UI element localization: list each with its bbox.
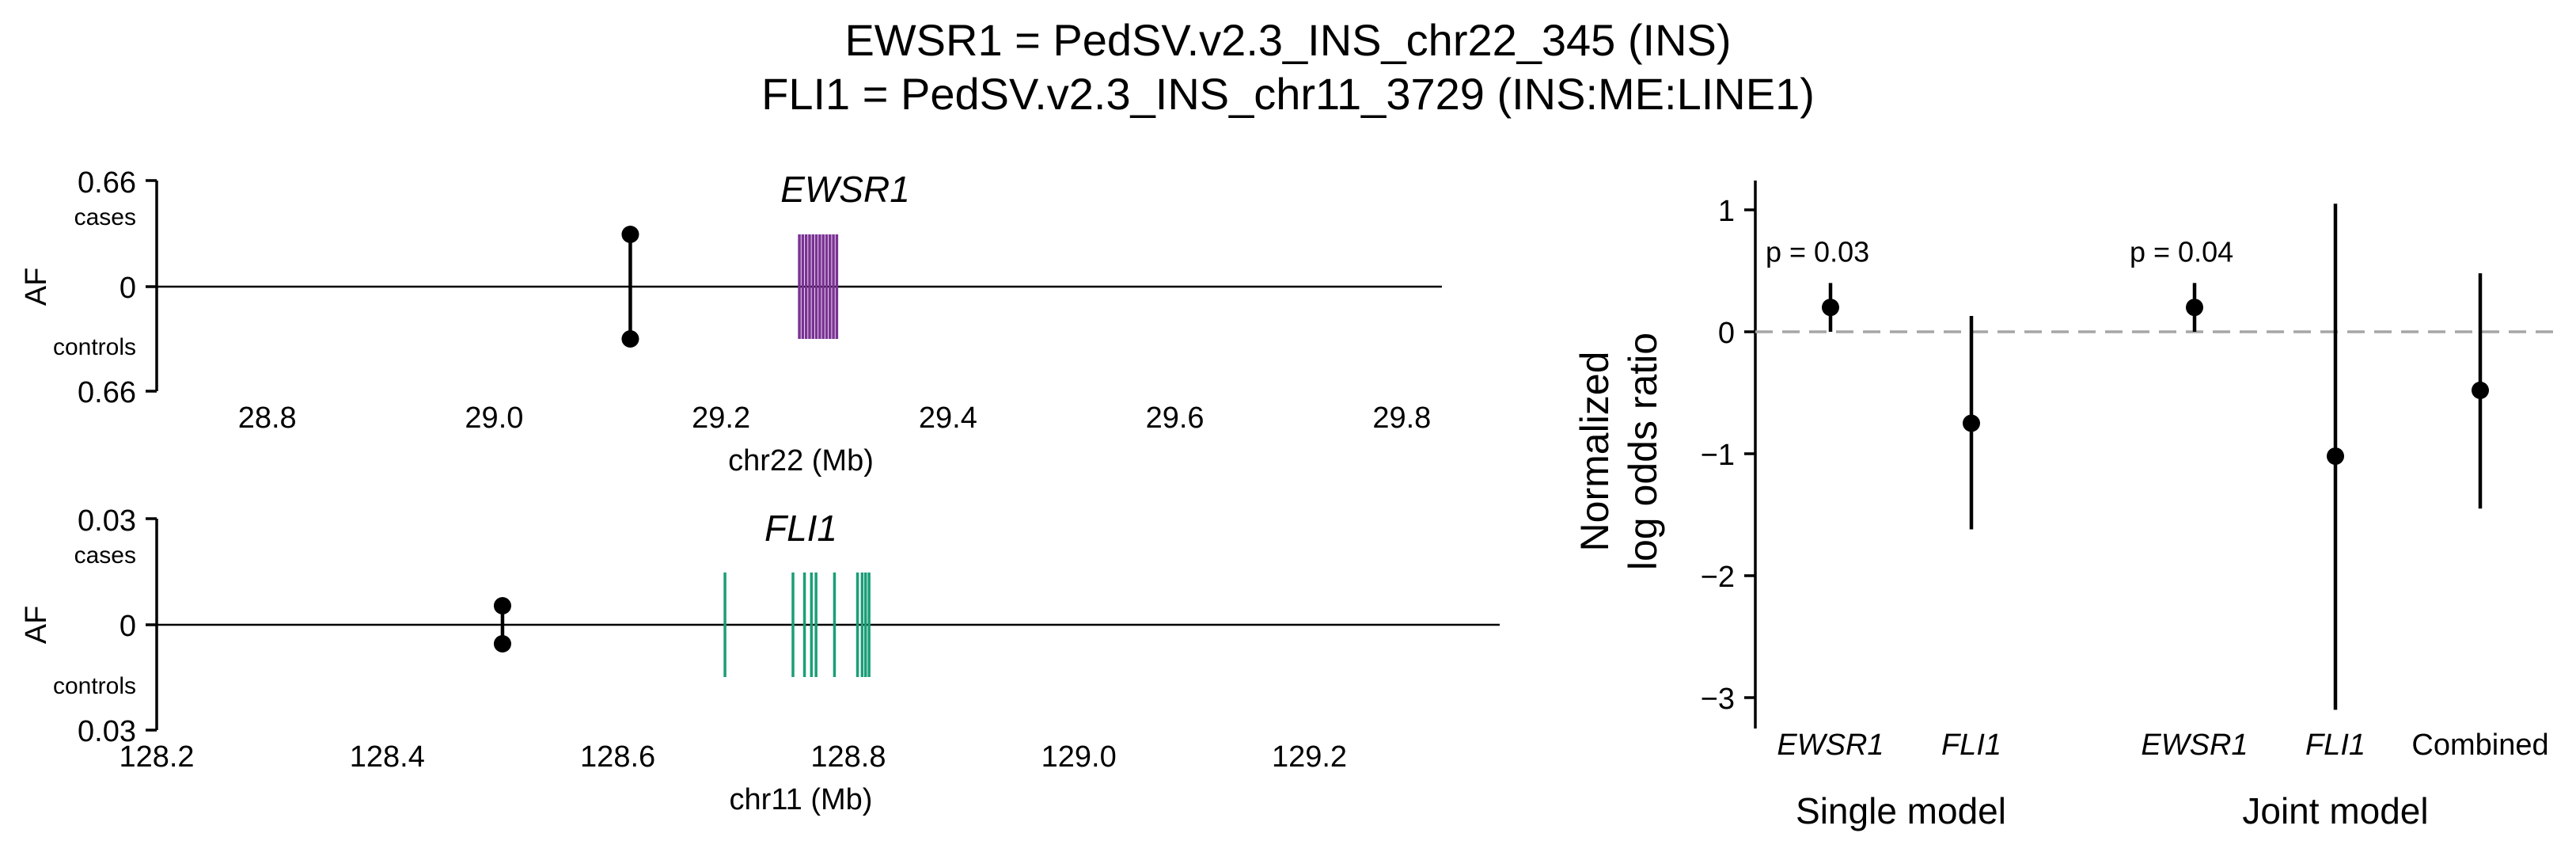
fli1-x-tick-label: 128.4 [350,740,425,774]
odds-pvalue-label: p = 0.04 [2130,235,2233,268]
odds-y-tick-label: −3 [1701,683,1735,716]
fli1-y-axis-label: AF [20,606,53,645]
odds-y-axis-label-line1: Normalized [1573,352,1617,552]
fli1-gene-label: FLI1 [764,508,837,549]
ewsr1-x-tick-label: 29.6 [1146,401,1205,435]
ewsr1-x-tick-label: 29.8 [1372,401,1431,435]
fli1-x-tick-label: 128.6 [580,740,655,774]
fli1-locus-panel: 0.03 0 0.03 cases controls AF 128.2 128.4 128.6 1… [20,504,1500,816]
odds-point [2327,447,2344,466]
odds-point [1822,299,1839,317]
ewsr1-x-tick-label: 29.0 [465,401,523,435]
odds-y-axis-label-line2: log odds ratio [1621,333,1665,570]
ewsr1-y-axis-label: AF [20,268,53,306]
ewsr1-y-tick-top: 0.66 [78,166,136,200]
odds-y-tick-label: −1 [1701,439,1735,472]
odds-y-tick-label: 1 [1718,195,1735,228]
odds-y-tick-label: −2 [1701,561,1735,594]
figure-title-line2: FLI1 = PedSV.v2.3_INS_chr11_3729 (INS:ME… [761,69,1815,119]
fli1-x-axis-label: chr11 (Mb) [730,783,873,816]
fli1-controls-label: controls [53,673,136,699]
fli1-x-tick-label: 129.0 [1041,740,1117,774]
ewsr1-x-axis-label: chr22 (Mb) [728,444,874,477]
ewsr1-variant-controls-point [621,330,639,348]
odds-point [1963,414,1980,432]
fli1-x-tick-label: 128.2 [119,740,194,774]
odds-x-tick-label: EWSR1 [2141,729,2248,762]
fli1-y-tick-zero: 0 [120,610,136,643]
odds-x-tick-label: EWSR1 [1777,729,1884,762]
log-odds-panel: 1 0 −1 −2 −3 Normalized log odds ratio p = 0.03… [1573,181,2555,831]
odds-pvalue-label: p = 0.03 [1766,235,1869,268]
fli1-variant-controls-point [493,635,511,652]
odds-x-tick-label: FLI1 [1941,729,2001,762]
fli1-cases-label: cases [74,542,136,569]
ewsr1-gene-label: EWSR1 [780,169,910,210]
ewsr1-y-tick-zero: 0 [120,272,136,305]
fli1-variant-cases-point [493,597,511,614]
ewsr1-x-tick-label: 29.2 [692,401,750,435]
ewsr1-cases-label: cases [74,204,136,230]
fli1-x-tick-label: 129.2 [1272,740,1347,774]
odds-group-label-single: Single model [1796,790,2006,831]
ewsr1-variant-cases-point [621,226,639,243]
fli1-x-tick-label: 128.8 [810,740,886,774]
odds-point [2472,381,2489,399]
ewsr1-x-tick-label: 29.4 [919,401,977,435]
odds-x-tick-label: Combined [2411,729,2548,762]
odds-group-label-joint: Joint model [2242,790,2428,831]
figure-title-line1: EWSR1 = PedSV.v2.3_INS_chr22_345 (INS) [844,15,1732,65]
fli1-y-tick-bottom: 0.03 [78,715,136,748]
odds-y-tick-label: 0 [1718,317,1735,350]
ewsr1-controls-label: controls [53,334,136,360]
ewsr1-y-tick-bottom: 0.66 [78,376,136,409]
ewsr1-x-tick-label: 28.8 [238,401,297,435]
fli1-y-tick-top: 0.03 [78,504,136,538]
odds-point [2186,299,2203,317]
odds-x-tick-label: FLI1 [2305,729,2365,762]
ewsr1-locus-panel: 0.66 0 0.66 cases controls AF 28.8 29.0 29.2 29.4… [20,166,1442,477]
